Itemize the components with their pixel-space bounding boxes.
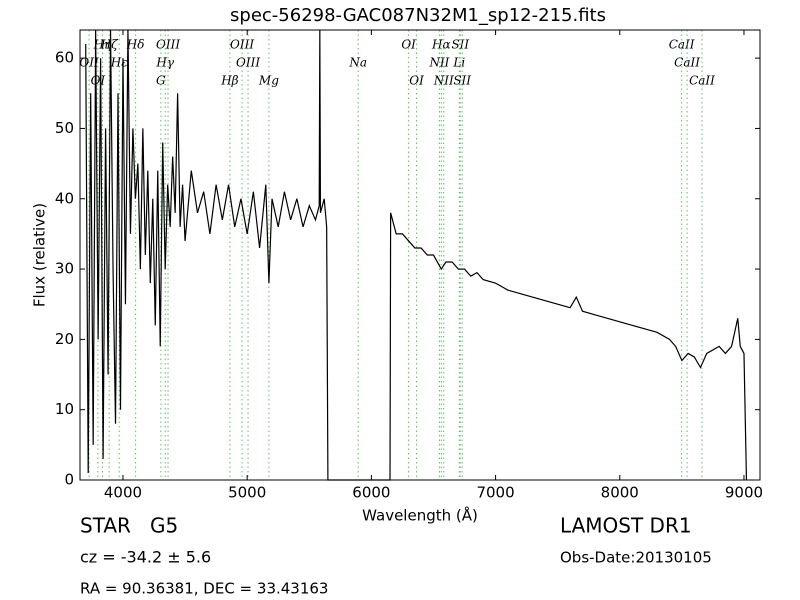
y-tick-label: 60: [55, 49, 74, 67]
x-axis-label: Wavelength (Å): [362, 506, 478, 525]
x-tick-label: 9000: [725, 484, 763, 502]
y-tick-label: 20: [55, 330, 74, 348]
annotation: cz = -34.2 ± 5.6: [80, 548, 211, 567]
spectral-line-label: CaII: [674, 56, 700, 70]
spectral-line-label: Na: [348, 56, 367, 70]
y-tick-label: 10: [55, 400, 74, 418]
x-tick-label: 6000: [352, 484, 390, 502]
spectral-line-label: Hγ: [155, 56, 174, 70]
annotation: RA = 90.36381, DEC = 33.43163: [80, 580, 328, 598]
chart-title: spec-56298-GAC087N32M1_sp12-215.fits: [230, 5, 606, 26]
spectral-line-label: OI: [401, 38, 416, 52]
spectral-line-label: SII: [451, 38, 469, 52]
spectral-line-label: OI: [91, 74, 106, 88]
y-tick-label: 30: [55, 260, 74, 278]
spectral-line-label: OIII: [156, 38, 180, 52]
x-tick-label: 7000: [476, 484, 514, 502]
y-tick-label: 50: [55, 119, 74, 137]
spectral-line-label: OII: [79, 56, 99, 70]
spectral-line-label: OI: [409, 74, 424, 88]
x-tick-label: 8000: [601, 484, 639, 502]
spectral-line-label: NII: [433, 74, 454, 88]
annotation: LAMOST DR1: [560, 514, 692, 538]
y-axis-label: Flux (relative): [31, 203, 49, 307]
spectral-line-label: OIII: [236, 56, 260, 70]
spectral-line-label: Hβ: [220, 74, 238, 88]
x-tick-label: 4000: [104, 484, 142, 502]
spectral-line-label: CaII: [689, 74, 715, 88]
x-tick-label: 5000: [228, 484, 266, 502]
spectral-line-label: Hα: [431, 38, 451, 52]
annotation: Obs-Date:20130105: [560, 549, 712, 567]
spectral-line-label: Hζ: [100, 38, 119, 52]
spectral-line-label: G: [156, 74, 166, 88]
spectrum-line: [85, 29, 748, 481]
spectral-line-label: Mg: [258, 74, 279, 88]
spectral-line-label: SII: [453, 74, 471, 88]
spectral-line-label: OIII: [230, 38, 254, 52]
spectral-line-label: Li: [452, 56, 465, 70]
spectral-line-label: Hε: [110, 56, 128, 70]
plot-frame: [79, 29, 761, 481]
spectral-line-label: CaII: [669, 38, 695, 52]
spectral-line-label: NII: [428, 56, 449, 70]
annotation: STAR G5: [80, 514, 178, 538]
spectral-line-label: Hδ: [126, 38, 145, 52]
y-tick-label: 0: [64, 471, 74, 489]
y-tick-label: 40: [55, 189, 74, 207]
